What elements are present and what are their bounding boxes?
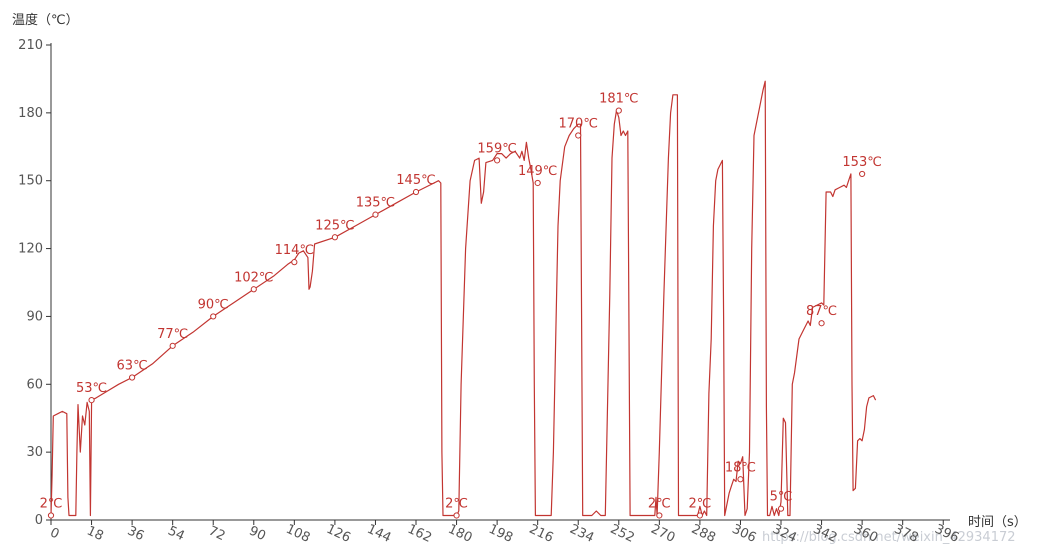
data-point-marker — [250, 286, 257, 293]
x-tick-label: 108 — [283, 522, 312, 546]
data-point-label: 63℃ — [117, 359, 148, 374]
data-point-label: 125℃ — [315, 218, 354, 233]
x-tick-label: 306 — [730, 522, 759, 546]
data-point-marker — [331, 234, 338, 241]
x-tick-label: 162 — [405, 522, 434, 546]
data-point-label: 149℃ — [518, 164, 557, 179]
data-point-marker — [777, 505, 785, 512]
x-tick-label: 198 — [486, 522, 515, 546]
data-point-marker — [656, 512, 663, 519]
data-point-marker — [453, 512, 460, 519]
x-tick-label: 72 — [206, 524, 227, 545]
data-point-label: 102℃ — [234, 270, 273, 285]
data-point-label: 5℃ — [770, 490, 793, 505]
data-point-label: 2℃ — [40, 496, 63, 511]
x-tick-label: 90 — [247, 524, 268, 545]
data-point-label: 159℃ — [477, 141, 516, 156]
x-tick-label: 18 — [84, 524, 105, 545]
watermark-text: https://blog.csdn.net/weixin_42934172 — [762, 530, 1016, 545]
x-tick-label: 378 — [892, 522, 921, 546]
temperature-series-line — [50, 80, 877, 517]
x-tick-label: 342 — [811, 522, 840, 546]
y-tick-label: 180 — [18, 106, 43, 121]
y-tick-label: 30 — [26, 445, 43, 460]
data-point-marker — [615, 107, 622, 114]
x-axis-title: 时间（s） — [968, 515, 1027, 530]
x-tick-label: 234 — [567, 522, 596, 546]
x-tick-label: 324 — [770, 522, 799, 546]
x-tick-label: 0 — [48, 525, 62, 542]
y-tick-label: 0 — [35, 513, 43, 528]
data-point-marker — [88, 397, 95, 404]
data-point-marker — [210, 313, 217, 320]
x-tick-label: 360 — [851, 522, 880, 546]
data-point-marker — [291, 259, 298, 266]
data-point-marker — [47, 512, 55, 519]
data-point-marker — [575, 132, 582, 139]
x-tick-label: 252 — [608, 522, 637, 546]
data-point-label: 18℃ — [725, 460, 756, 475]
data-point-marker — [737, 476, 744, 483]
y-tick-label: 210 — [18, 38, 43, 53]
data-point-label: 2℃ — [445, 496, 468, 511]
data-point-marker — [129, 374, 136, 381]
x-tick-label: 144 — [365, 522, 394, 546]
x-tick-label: 126 — [324, 522, 353, 546]
data-point-label: 2℃ — [688, 496, 711, 511]
y-tick-label: 150 — [18, 174, 43, 189]
data-point-label: 77℃ — [157, 327, 188, 342]
x-tick-label: 288 — [689, 522, 718, 546]
data-point-label: 87℃ — [806, 304, 837, 319]
data-point-marker — [494, 157, 501, 164]
data-point-marker — [372, 211, 379, 218]
data-point-label: 114℃ — [275, 243, 314, 258]
data-point-label: 181℃ — [599, 92, 638, 107]
x-tick-label: 180 — [446, 522, 475, 546]
data-point-marker — [169, 342, 176, 349]
data-point-label: 2℃ — [648, 496, 671, 511]
data-point-label: 135℃ — [356, 196, 395, 211]
data-point-label: 145℃ — [396, 173, 435, 188]
y-tick-label: 120 — [18, 242, 43, 257]
x-tick-label: 270 — [648, 522, 677, 546]
y-tick-label: 60 — [26, 377, 43, 392]
data-point-label: 90℃ — [198, 297, 229, 312]
x-tick-label: 396 — [932, 522, 961, 546]
data-point-marker — [859, 170, 866, 178]
data-point-marker — [696, 512, 704, 519]
data-point-marker — [534, 179, 541, 187]
y-axis-title: 温度（℃） — [12, 13, 79, 28]
data-point-label: 170℃ — [559, 116, 598, 131]
y-tick-label: 90 — [26, 309, 43, 324]
data-point-label: 153℃ — [842, 155, 881, 170]
x-tick-label: 216 — [527, 522, 556, 546]
data-point-marker — [818, 320, 825, 327]
x-tick-label: 54 — [165, 524, 186, 545]
x-tick-label: 36 — [125, 524, 146, 545]
data-point-marker — [412, 188, 420, 196]
data-point-label: 53℃ — [76, 381, 107, 396]
